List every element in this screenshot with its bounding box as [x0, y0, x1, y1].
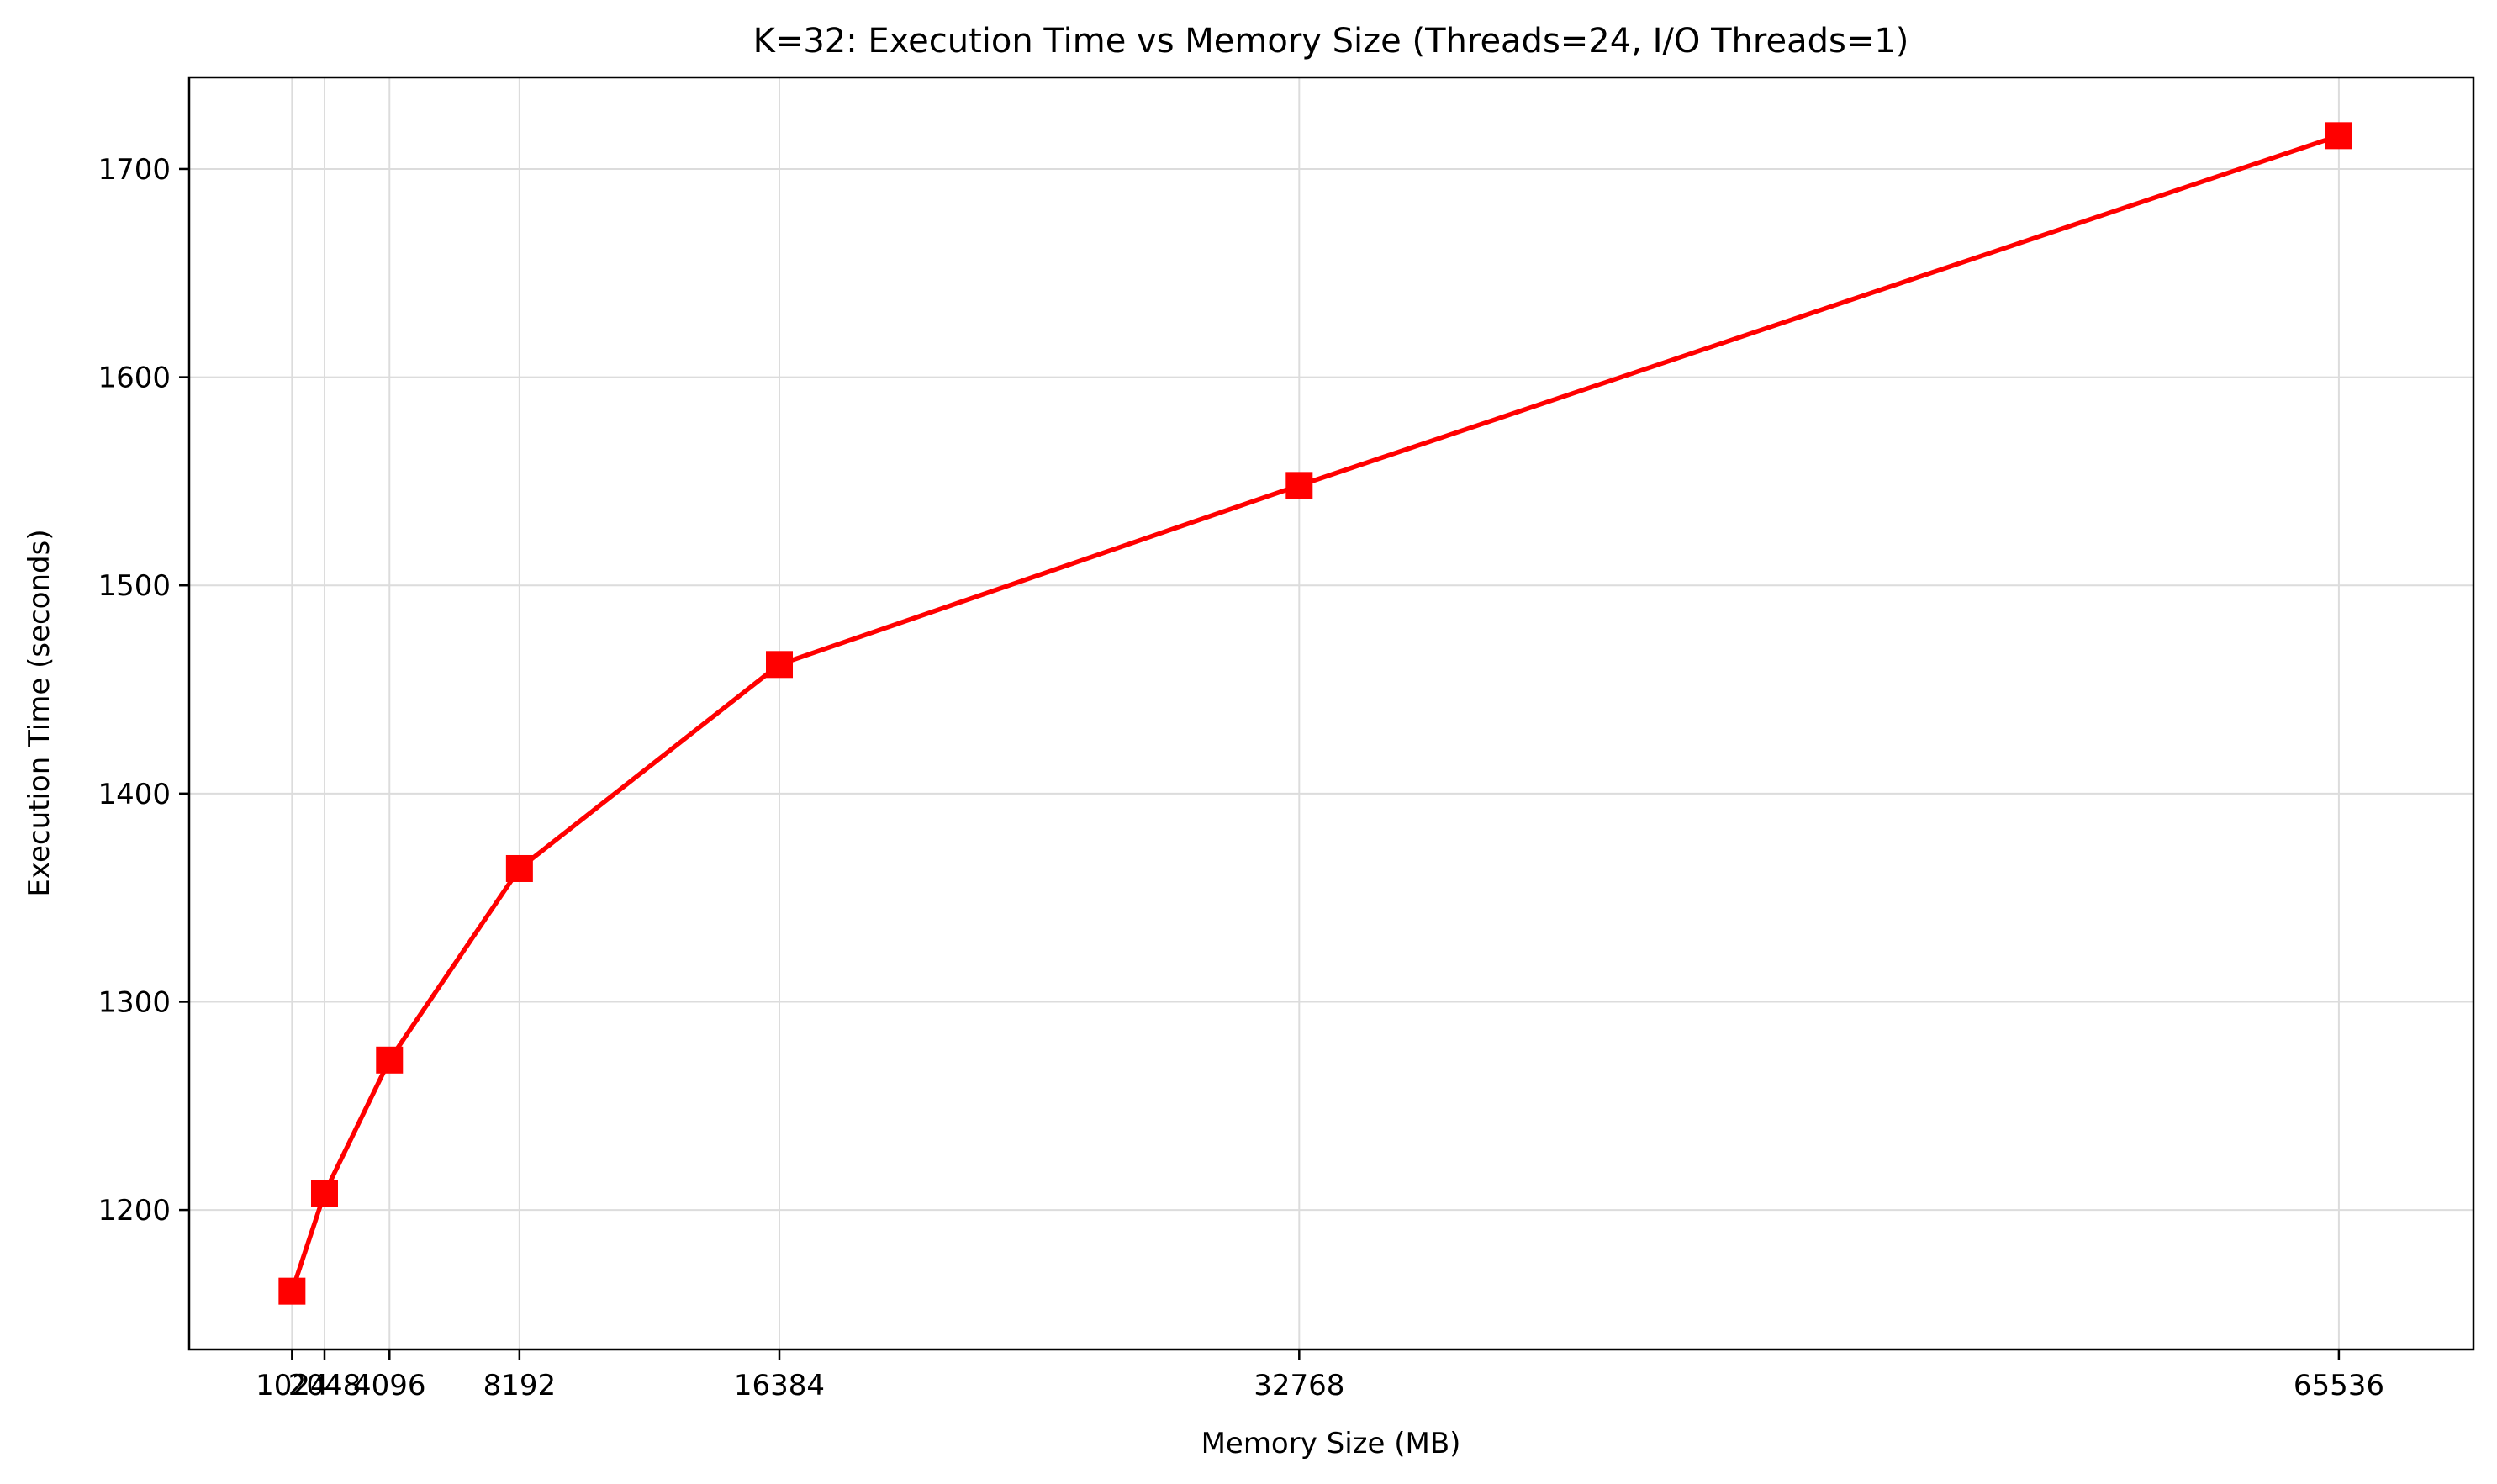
x-axis-label: Memory Size (MB) — [1201, 1427, 1461, 1460]
series — [278, 122, 2352, 1305]
y-tick-label: 1500 — [98, 569, 171, 603]
x-tick-label: 32768 — [1254, 1369, 1344, 1402]
x-tick-label: 65536 — [2294, 1369, 2384, 1402]
chart-title: K=32: Execution Time vs Memory Size (Thr… — [753, 22, 1909, 61]
plot-frame — [187, 76, 2475, 1351]
x-tick-label: 1024 — [256, 1369, 329, 1402]
data-point-marker — [376, 1046, 404, 1074]
grid — [189, 77, 2473, 1349]
series-line — [289, 133, 2340, 1292]
x-tick-label: 16384 — [734, 1369, 825, 1402]
y-tick-label: 1600 — [98, 362, 171, 395]
y-tick-label: 1700 — [98, 153, 171, 187]
data-point-marker — [310, 1180, 338, 1207]
x-tick-label: 2048 — [288, 1369, 362, 1402]
y-axis-label: Execution Time (seconds) — [23, 529, 56, 896]
y-tick-label: 1200 — [98, 1194, 171, 1228]
data-point-marker — [2325, 122, 2352, 150]
data-point-marker — [278, 1277, 306, 1305]
data-point-marker — [766, 651, 794, 679]
x-tick-label: 4096 — [353, 1369, 426, 1402]
data-point-marker — [1285, 472, 1313, 499]
x-tick-label: 8192 — [483, 1369, 557, 1402]
y-tick-label: 1300 — [98, 985, 171, 1019]
y-tick-label: 1400 — [98, 778, 171, 811]
data-point-marker — [505, 854, 533, 882]
